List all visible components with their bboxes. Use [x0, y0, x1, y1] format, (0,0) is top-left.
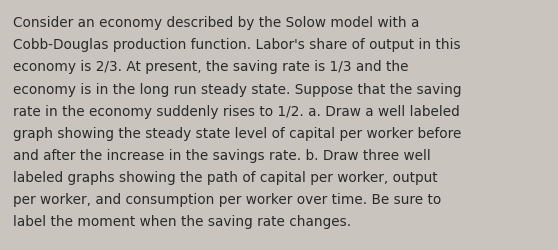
Text: economy is in the long run steady state. Suppose that the saving: economy is in the long run steady state.… — [13, 82, 461, 96]
Text: label the moment when the saving rate changes.: label the moment when the saving rate ch… — [13, 214, 351, 228]
Text: rate in the economy suddenly rises to 1/2. a. Draw a well labeled: rate in the economy suddenly rises to 1/… — [13, 104, 460, 118]
Text: Consider an economy described by the Solow model with a: Consider an economy described by the Sol… — [13, 16, 420, 30]
Text: labeled graphs showing the path of capital per worker, output: labeled graphs showing the path of capit… — [13, 170, 437, 184]
Text: economy is 2/3. At present, the saving rate is 1/3 and the: economy is 2/3. At present, the saving r… — [13, 60, 408, 74]
Text: per worker, and consumption per worker over time. Be sure to: per worker, and consumption per worker o… — [13, 192, 441, 206]
Text: Cobb-Douglas production function. Labor's share of output in this: Cobb-Douglas production function. Labor'… — [13, 38, 460, 52]
Text: graph showing the steady state level of capital per worker before: graph showing the steady state level of … — [13, 126, 461, 140]
Text: and after the increase in the savings rate. b. Draw three well: and after the increase in the savings ra… — [13, 148, 431, 162]
